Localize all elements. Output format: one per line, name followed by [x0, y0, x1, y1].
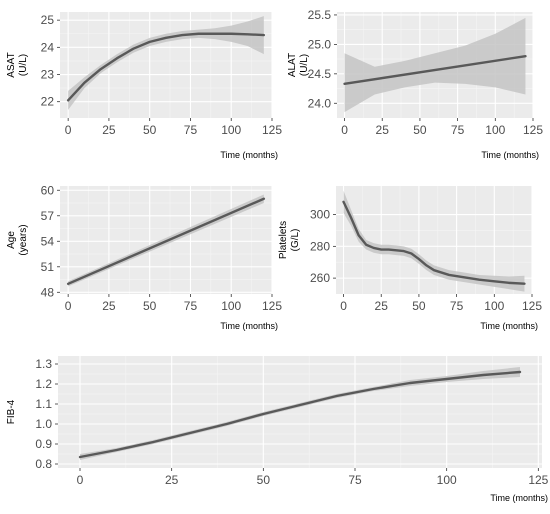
asat-y-tick-label: 23	[41, 68, 55, 82]
fib4-panel: 0 25 50 75 100 125 0.8 0.9 1.0 1.1 1.2 1.3 FIB-4 Time…	[6, 356, 549, 503]
asat-panel: 0 25 50 75 100 125 22 23 24 25 ASAT(U/L) Time (mont…	[6, 12, 282, 160]
asat-y-tick-label: 25	[41, 13, 55, 27]
fib4-y-tick-label: 1.3	[35, 357, 52, 371]
age-x-tick-label: 125	[262, 299, 282, 313]
platelets-y-axis-label-line1: Platelets	[278, 221, 289, 259]
fib4-x-tick-label: 100	[437, 473, 457, 487]
fib4-x-tick-label: 125	[528, 473, 548, 487]
fib4-x-tick-label: 0	[77, 473, 84, 487]
age-x-tick-label: 50	[143, 299, 157, 313]
alat-y-tick-label: 24.0	[308, 96, 332, 110]
platelets-x-tick-label: 0	[340, 299, 347, 313]
platelets-y-axis-label: Platelets(G/L)	[278, 221, 301, 259]
age-x-tick-label: 75	[184, 299, 198, 313]
alat-x-tick-label: 75	[451, 123, 465, 137]
alat-trend-line	[343, 54, 527, 86]
age-x-tick-label: 25	[102, 299, 116, 313]
alat-y-axis-label-line2: (U/L)	[299, 54, 310, 76]
platelets-y-tick-label: 260	[310, 271, 330, 285]
asat-x-tick-label: 0	[65, 123, 72, 137]
fib4-x-tick-label: 25	[165, 473, 179, 487]
age-y-axis-label-line1: Age	[6, 231, 17, 249]
fib4-y-tick-label: 1.2	[35, 377, 52, 391]
fib4-plot-background	[58, 356, 542, 468]
asat-x-tick-label: 25	[102, 123, 116, 137]
age-trend-line	[66, 197, 266, 285]
asat-y-tick-label: 22	[41, 95, 55, 109]
alat-x-tick-label: 50	[413, 123, 427, 137]
fib4-y-tick-label: 0.8	[35, 457, 52, 471]
asat-y-axis-label-line1: ASAT	[6, 52, 17, 77]
age-x-tick-label: 100	[221, 299, 241, 313]
alat-confidence-band	[344, 17, 526, 113]
fib4-x-tick-label: 50	[257, 473, 271, 487]
platelets-y-axis-label-line2: (G/L)	[290, 229, 301, 252]
fib4-y-tick-label: 1.0	[35, 417, 52, 431]
fib4-y-axis-label: FIB-4	[6, 399, 17, 424]
platelets-x-tick-label: 100	[484, 299, 504, 313]
age-y-tick-label: 57	[41, 209, 55, 223]
platelets-x-tick-label: 125	[522, 299, 542, 313]
asat-y-axis-label: ASAT(U/L)	[6, 52, 29, 77]
asat-y-axis-label-line2: (U/L)	[18, 54, 29, 76]
age-y-axis-label-line2: (years)	[18, 224, 29, 255]
alat-x-tick-label: 0	[341, 123, 348, 137]
platelets-y-tick-label: 280	[310, 239, 330, 253]
age-y-tick-label: 51	[41, 260, 55, 274]
alat-y-axis-label: ALAT(U/L)	[287, 53, 310, 77]
platelets-x-tick-label: 25	[375, 299, 389, 313]
alat-y-tick-label: 25.0	[308, 37, 332, 51]
age-panel: 0 25 50 75 100 125 48 51 54 57 60 Age(years) Time (m…	[6, 183, 282, 331]
alat-y-tick-label: 25.5	[308, 8, 332, 22]
platelets-y-tick-label: 300	[310, 208, 330, 222]
age-y-tick-label: 48	[41, 285, 55, 299]
fib4-y-tick-label: 1.1	[35, 397, 52, 411]
asat-x-tick-label: 100	[221, 123, 241, 137]
asat-confidence-band	[68, 16, 264, 110]
platelets-x-axis-label: Time (months)	[480, 321, 538, 331]
asat-x-tick-label: 125	[262, 123, 282, 137]
alat-y-axis-label-line1: ALAT	[287, 53, 298, 77]
platelets-trend-line	[342, 200, 526, 285]
fib4-y-tick-label: 0.9	[35, 437, 52, 451]
age-y-axis-label: Age(years)	[6, 224, 29, 255]
platelets-x-tick-label: 75	[450, 299, 464, 313]
platelets-plot-background	[336, 186, 532, 294]
age-y-tick-label: 60	[41, 183, 55, 197]
platelets-panel: 0 25 50 75 100 125 260 280 300 Platelets(G/L) Time…	[278, 186, 542, 331]
asat-y-tick-label: 24	[41, 40, 55, 54]
asat-trend-line	[66, 32, 266, 102]
alat-x-tick-label: 125	[523, 123, 543, 137]
platelets-x-tick-label: 50	[412, 299, 426, 313]
fib4-trend-line	[78, 370, 522, 459]
asat-x-axis-label: Time (months)	[220, 150, 278, 160]
alat-y-tick-label: 24.5	[308, 67, 332, 81]
age-y-tick-label: 54	[41, 234, 55, 248]
alat-panel: 0 25 50 75 100 125 24.0 24.5 25.0 25.5 ALAT(U/L) Ti…	[287, 8, 543, 160]
alat-x-axis-label: Time (months)	[481, 150, 539, 160]
asat-x-tick-label: 50	[143, 123, 157, 137]
fib4-y-axis-label-line1: FIB-4	[6, 399, 17, 424]
fib4-x-tick-label: 75	[348, 473, 362, 487]
asat-x-tick-label: 75	[184, 123, 198, 137]
age-x-axis-label: Time (months)	[220, 321, 278, 331]
alat-x-tick-label: 100	[485, 123, 505, 137]
age-x-tick-label: 0	[65, 299, 72, 313]
alat-x-tick-label: 25	[376, 123, 390, 137]
fib4-x-axis-label: Time (months)	[490, 493, 548, 503]
